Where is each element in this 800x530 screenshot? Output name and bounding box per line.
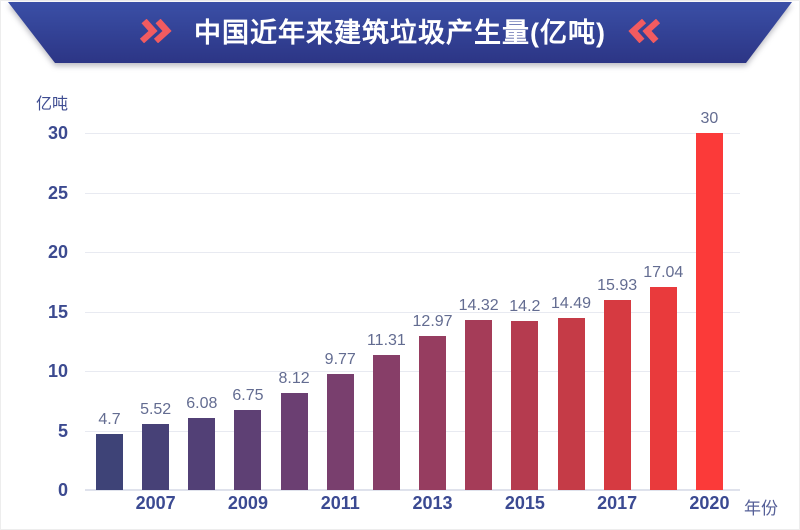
y-tick-label: 10 (47, 361, 68, 381)
y-tick-label: 5 (57, 420, 68, 441)
bar (557, 317, 585, 490)
bar-value-label: 5.52 (140, 401, 172, 419)
bar (280, 393, 308, 490)
bar (96, 434, 123, 490)
bar (188, 417, 216, 490)
bar (372, 355, 400, 490)
y-tick-label: 25 (47, 182, 68, 203)
x-tick-label: 2007 (135, 493, 176, 513)
bar-value-label: 15.93 (597, 277, 638, 295)
header-banner: 中国近年来建筑垃圾产生量(亿吨) (0, 2, 800, 63)
y-axis-unit-label: 亿吨 (36, 96, 69, 113)
bar (603, 300, 631, 490)
bar (419, 335, 447, 490)
x-axis-line (85, 489, 740, 491)
bar (649, 287, 677, 490)
bar-value-label: 30 (700, 110, 719, 127)
y-tick-label: 20 (47, 242, 68, 262)
bar-value-label: 6.08 (186, 394, 218, 412)
x-tick-label: 2011 (320, 493, 360, 513)
x-axis-unit-label: 年份 (744, 499, 778, 518)
gridline (85, 252, 740, 253)
y-tick-label: 30 (47, 123, 68, 143)
bar-value-label: 12.97 (412, 312, 453, 330)
bar (695, 133, 723, 490)
double-chevron-right-icon (139, 18, 176, 43)
bar-value-label: 6.75 (232, 386, 264, 404)
y-tick-label: 15 (47, 301, 68, 322)
bar (234, 409, 262, 490)
gridline (85, 430, 740, 432)
bar (511, 321, 539, 490)
bar-value-label: 11.31 (366, 332, 406, 350)
gridline (85, 133, 740, 134)
bar-value-label: 14.2 (509, 298, 541, 316)
bar-value-label: 8.12 (278, 370, 310, 388)
bar (142, 424, 170, 490)
x-tick-label: 2020 (689, 493, 730, 513)
bar-value-label: 4.7 (98, 411, 121, 429)
y-tick-label: 0 (57, 480, 68, 500)
x-tick-label: 2009 (227, 493, 268, 513)
gridline (85, 371, 740, 372)
gridline (85, 311, 740, 313)
bar-value-label: 9.77 (324, 350, 356, 368)
bar-value-label: 17.04 (643, 264, 684, 282)
gridline (85, 192, 740, 194)
bar (465, 319, 493, 490)
bar-value-label: 14.32 (458, 296, 499, 314)
x-tick-label: 2017 (597, 493, 638, 513)
chart-title: 中国近年来建筑垃圾产生量(亿吨) (194, 18, 606, 48)
bar (326, 373, 354, 490)
x-tick-label: 2015 (504, 493, 545, 513)
bar-value-label: 14.49 (550, 294, 592, 312)
header-banner-shape: 中国近年来建筑垃圾产生量(亿吨) (8, 2, 792, 63)
x-tick-label: 2013 (412, 493, 453, 513)
double-chevron-left-icon (625, 18, 662, 43)
